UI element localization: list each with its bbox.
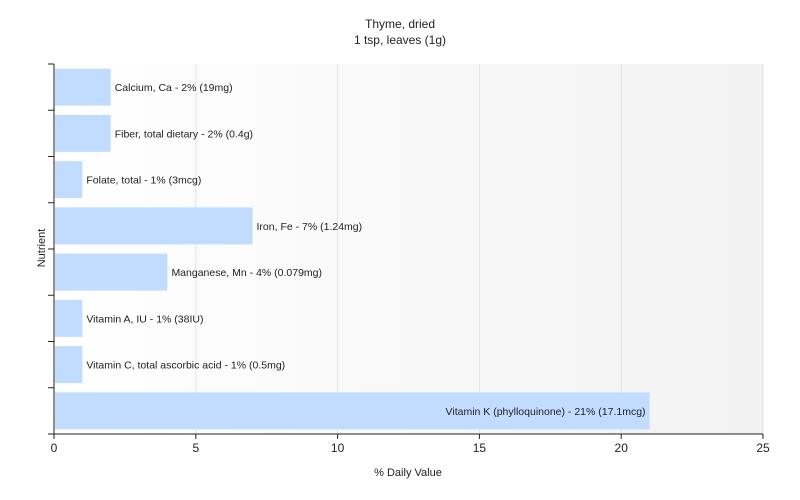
x-tick-label: 25 [756, 441, 770, 455]
gridlines [195, 64, 764, 434]
bar-label: Vitamin A, IU - 1% (38IU) [86, 313, 203, 325]
bar [55, 346, 83, 384]
bars: Calcium, Ca - 2% (19mg) Fiber, total diet… [55, 68, 650, 430]
bar [55, 207, 253, 245]
bar [55, 114, 111, 152]
bar-label: Vitamin K (phylloquinone) - 21% (17.1mcg… [446, 406, 646, 418]
x-tick-label: 0 [51, 441, 58, 455]
bar [55, 253, 168, 291]
x-axis-title: % Daily Value [374, 467, 442, 479]
x-tick-label: 20 [615, 441, 629, 455]
bar-label: Vitamin C, total ascorbic acid - 1% (0.5… [86, 360, 285, 372]
bar [55, 392, 650, 430]
axes: 0 5 10 15 20 25 [48, 63, 770, 455]
bar [55, 68, 111, 106]
x-tick-label: 10 [331, 441, 345, 455]
chart-title: Thyme, dried [365, 17, 435, 31]
bar-label: Folate, total - 1% (3mcg) [86, 175, 201, 187]
bar-label: Iron, Fe - 7% (1.24mg) [257, 221, 363, 233]
chart-subtitle: 1 tsp, leaves (1g) [354, 33, 446, 47]
x-tick-label: 5 [192, 441, 199, 455]
x-tick-label: 15 [473, 441, 487, 455]
bar [55, 161, 83, 199]
bar-label: Calcium, Ca - 2% (19mg) [115, 82, 233, 94]
bar [55, 299, 83, 337]
bar-label: Manganese, Mn - 4% (0.079mg) [171, 267, 322, 279]
plot-area [54, 64, 763, 434]
bar-label: Fiber, total dietary - 2% (0.4g) [115, 128, 253, 140]
y-axis-title: Nutrient [36, 229, 48, 268]
